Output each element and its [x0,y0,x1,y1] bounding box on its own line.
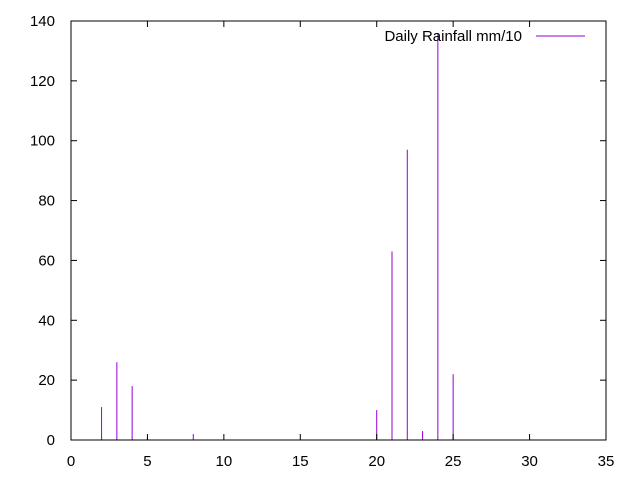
x-tick-label: 30 [521,453,538,470]
legend: Daily Rainfall mm/10 [384,28,585,45]
x-tick-label: 20 [368,453,385,470]
ticks-layer: 0 5 10 15 20 25 30 35 0 20 40 60 80 100 120 140 [30,13,614,470]
y-tick-label: 0 [47,432,55,449]
x-tick-label: 10 [216,453,233,470]
x-tick-label: 25 [445,453,462,470]
y-tick-label: 40 [38,312,55,329]
x-tick-label: 15 [292,453,309,470]
x-tick-label: 0 [67,453,75,470]
y-tick-label: 100 [30,133,55,150]
impulses-layer [101,32,454,440]
y-tick-label: 80 [38,193,55,210]
y-tick-label: 120 [30,73,55,90]
x-tick-label: 5 [143,453,151,470]
y-tick-label: 140 [30,13,55,30]
legend-label: Daily Rainfall mm/10 [384,28,522,45]
y-tick-label: 60 [38,252,55,269]
x-tick-label: 35 [598,453,615,470]
plot-border [70,20,607,441]
y-tick-label: 20 [38,372,55,389]
